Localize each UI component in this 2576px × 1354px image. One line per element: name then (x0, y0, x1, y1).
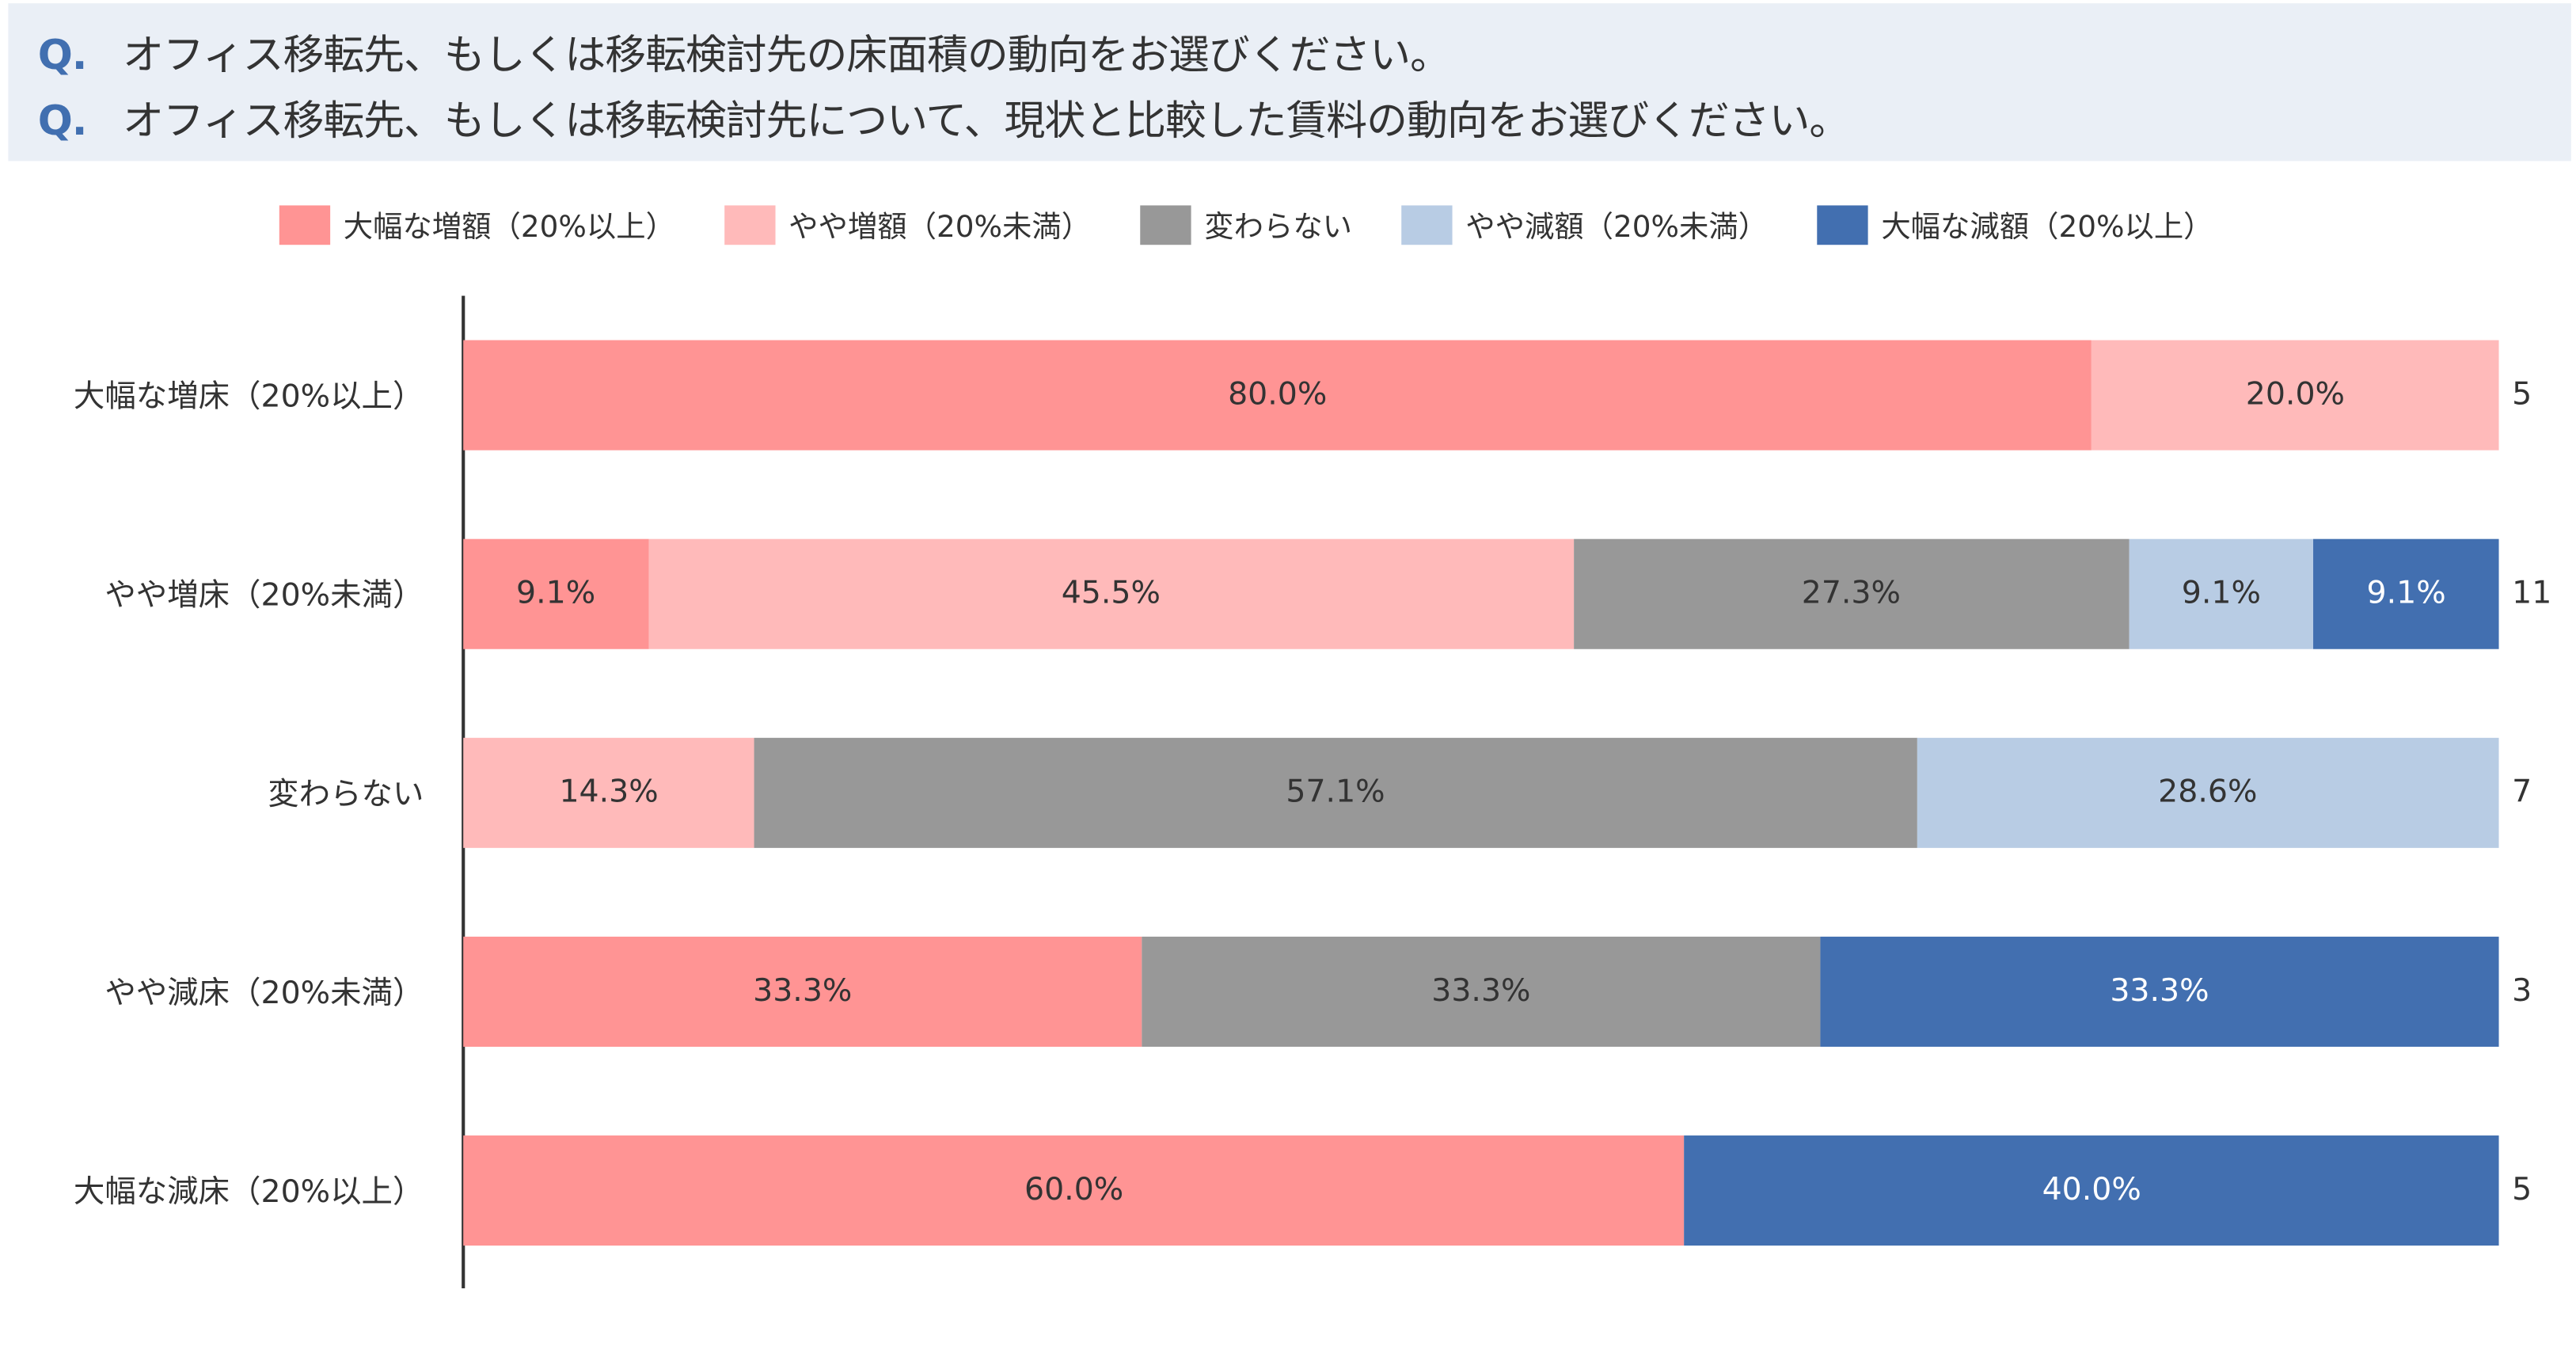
data-label: 33.3% (2110, 972, 2209, 1010)
bar-segment: 60.0% (463, 1134, 1685, 1246)
legend-swatch (724, 205, 776, 245)
legend-label: やや減額（20%未満） (1465, 210, 1769, 245)
legend-swatch (1140, 205, 1191, 245)
question-header: Q. オフィス移転先、もしくは移転検討先の床面積の動向をお選びください。 Q. オフ… (8, 3, 2571, 162)
legend-swatch (1817, 205, 1868, 245)
legend-item: やや減額（20%未満） (1401, 203, 1768, 246)
legend-item: 変わらない (1140, 203, 1352, 246)
data-label: 45.5% (1061, 575, 1161, 612)
bar-segment: 33.3% (463, 935, 1142, 1046)
bar-segment: 9.1% (2129, 538, 2314, 648)
question-text: オフィス移転先、もしくは移転検討先の床面積の動向をお選びください。 (123, 31, 1451, 79)
bar-segment: 20.0% (2092, 339, 2499, 450)
bar-segment: 9.1% (2313, 538, 2499, 648)
legend-swatch (1401, 205, 1453, 245)
bar-segment: 27.3% (1573, 538, 2130, 648)
count-label: 5 (2512, 376, 2532, 413)
data-label: 9.1% (2181, 575, 2261, 612)
legend-swatch (279, 205, 331, 245)
data-label: 33.3% (753, 972, 853, 1010)
legend-item: 大幅な減額（20%以上） (1817, 203, 2213, 246)
data-label: 14.3% (559, 774, 659, 811)
question-1: Q. オフィス移転先、もしくは移転検討先の床面積の動向をお選びください。 (37, 23, 1451, 82)
question-mark: Q. (37, 31, 88, 79)
count-label: 3 (2512, 972, 2532, 1010)
bar-segment: 28.6% (1917, 736, 2499, 847)
legend-label: 大幅な減額（20%以上） (1881, 210, 2213, 245)
bar-segment: 9.1% (463, 538, 648, 648)
category-label: 大幅な増床（20%以上） (73, 378, 424, 416)
bar-segment: 45.5% (648, 538, 1574, 648)
category-label: やや増床（20%未満） (104, 577, 424, 614)
data-label: 9.1% (2366, 575, 2446, 612)
question-mark: Q. (37, 97, 88, 145)
bar-segment: 40.0% (1684, 1134, 2499, 1246)
legend-label: 変わらない (1204, 210, 1353, 245)
question-text: オフィス移転先、もしくは移転検討先について、現状と比較した賃料の動向をお選びくだ… (123, 97, 1850, 145)
category-label: 変わらない (268, 776, 424, 813)
bar-segment: 33.3% (1820, 935, 2499, 1046)
data-label: 33.3% (1431, 972, 1531, 1010)
data-label: 20.0% (2245, 376, 2346, 413)
bar-segment: 14.3% (463, 736, 754, 847)
data-label: 27.3% (1801, 575, 1901, 612)
legend-label: やや増額（20%未満） (788, 210, 1092, 245)
legend-label: 大幅な増額（20%以上） (343, 210, 675, 245)
y-axis-line (462, 295, 465, 1289)
count-label: 5 (2512, 1171, 2532, 1208)
data-label: 57.1% (1286, 774, 1385, 811)
data-label: 40.0% (2042, 1171, 2141, 1208)
data-label: 60.0% (1024, 1171, 1124, 1208)
bar-segment: 80.0% (463, 339, 2092, 450)
data-label: 9.1% (516, 575, 596, 612)
bar-segment: 57.1% (754, 736, 1917, 847)
bar-segment: 33.3% (1142, 935, 1821, 1046)
legend-item: やや増額（20%未満） (724, 203, 1091, 246)
legend-item: 大幅な増額（20%以上） (279, 203, 675, 246)
legend: 大幅な増額（20%以上） やや増額（20%未満） 変わらない やや減額（20%未満） 大… (279, 203, 2263, 246)
count-label: 11 (2512, 575, 2552, 612)
category-label: やや減床（20%未満） (104, 975, 424, 1012)
data-label: 80.0% (1228, 376, 1328, 413)
question-2: Q. オフィス移転先、もしくは移転検討先について、現状と比較した賃料の動向をお選び… (37, 89, 1851, 148)
category-label: 大幅な減床（20%以上） (73, 1173, 424, 1211)
count-label: 7 (2512, 774, 2532, 811)
data-label: 28.6% (2158, 774, 2258, 811)
